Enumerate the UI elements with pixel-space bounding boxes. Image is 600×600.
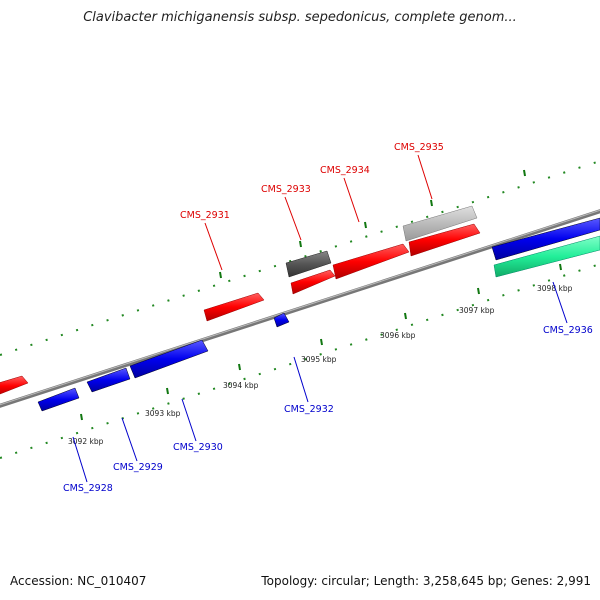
label-cms-2928[interactable]: CMS_2928 [63, 483, 113, 494]
label-leaders [72, 154, 568, 483]
label-cms-2935[interactable]: CMS_2935 [394, 142, 444, 153]
gene-cms-2930[interactable] [129, 339, 209, 379]
label-cms-2930[interactable]: CMS_2930 [173, 442, 223, 453]
gene-cms-2929[interactable] [86, 367, 131, 393]
forward-genes [0, 205, 481, 396]
gene-cms-2935[interactable] [402, 205, 478, 242]
tick-label-3094: 3094 kbp [223, 381, 259, 390]
gene-labels: CMS_2931 CMS_2933 CMS_2934 CMS_2935 CMS_… [63, 142, 593, 494]
gene-cms-2932[interactable] [273, 312, 290, 328]
label-cms-2932[interactable]: CMS_2932 [284, 404, 334, 415]
gene-cms-2933b[interactable] [290, 269, 336, 295]
tick-label-3097: 3097 kbp [459, 306, 495, 315]
gene-cms-2936[interactable] [491, 217, 600, 261]
gene-cms-2928[interactable] [37, 387, 80, 412]
topology-text: Topology: circular; Length: 3,258,645 bp… [261, 574, 591, 588]
backbone [0, 209, 600, 408]
label-cms-2933[interactable]: CMS_2933 [261, 184, 311, 195]
map-title: Clavibacter michiganensis subsp. sepedon… [83, 10, 517, 25]
tick-label-3092: 3092 kbp [68, 437, 104, 446]
label-cms-2929[interactable]: CMS_2929 [113, 462, 163, 473]
tick-label-3093: 3093 kbp [145, 409, 181, 418]
gene-unlabeled-left[interactable] [0, 375, 29, 396]
reverse-tick-track [0, 263, 600, 459]
reverse-genes [37, 217, 600, 412]
label-cms-2934[interactable]: CMS_2934 [320, 165, 370, 176]
gene-cms-2931[interactable] [203, 292, 265, 322]
gene-cms-2934[interactable] [332, 243, 410, 280]
gene-cms-2933[interactable] [285, 250, 332, 278]
gene-cms-2935b[interactable] [408, 223, 481, 257]
label-cms-2936[interactable]: CMS_2936 [543, 325, 593, 336]
major-ticks [80, 169, 562, 421]
tick-label-3095: 3095 kbp [301, 355, 337, 364]
gene-cms-2936-teal[interactable] [493, 235, 600, 278]
label-cms-2931[interactable]: CMS_2931 [180, 210, 230, 221]
tick-label-3096: 3096 kbp [380, 331, 416, 340]
accession-text: Accession: NC_010407 [10, 574, 147, 588]
